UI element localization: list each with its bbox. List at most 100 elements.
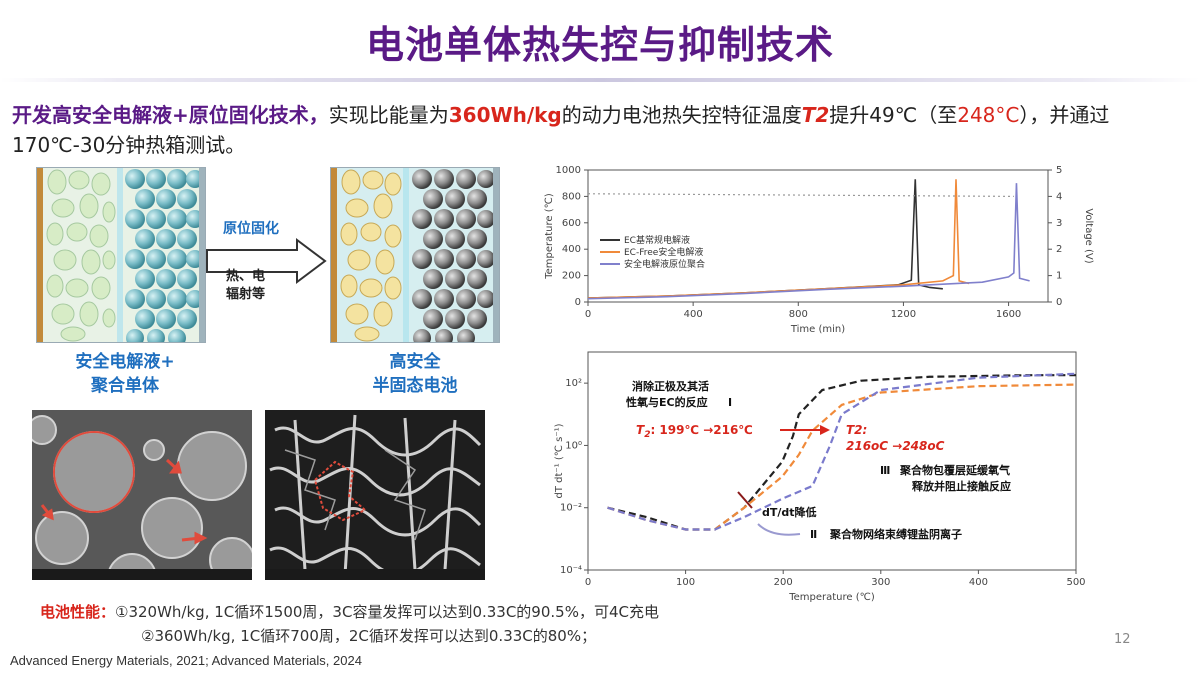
schematic-semi-solid-battery (330, 167, 500, 343)
y-tick-label-bottom: 10⁰ (565, 440, 582, 451)
y-tick-label-bottom: 10⁻² (560, 503, 582, 514)
y2-axis-label-top: Voltage (V) (1083, 208, 1094, 263)
series-line-top-3 (587, 193, 1014, 197)
y2-tick-label-top: 3 (1056, 218, 1062, 229)
separator-right (403, 168, 409, 342)
annotation-2-arrow (757, 523, 801, 536)
y2-tick-label-top: 4 (1056, 191, 1062, 202)
current-collector-right (199, 168, 205, 342)
y-tick-label-bottom: 10² (565, 378, 582, 389)
intro-energy: 360Wh/kg (448, 103, 562, 127)
slide-title: 电池单体热失控与抑制技术 (365, 23, 834, 67)
y-tick-label-top: 0 (575, 297, 581, 308)
arrow-conditions-2: 辐射等 (226, 287, 266, 302)
arrow-label-in-situ: 原位固化 (223, 221, 279, 237)
schematic-electrolyte-monomer (36, 167, 206, 343)
legend-label-top-0: EC基常规电解液 (624, 234, 690, 246)
plot-frame-bottom (587, 351, 1077, 571)
intro-t2-symbol: T2 (801, 103, 830, 127)
y-tick-label-top: 200 (562, 271, 581, 282)
sem-info-bar-left (32, 569, 252, 580)
intro-temp: 248°C (957, 103, 1020, 127)
x-tick-label-top: 1600 (996, 309, 1021, 320)
sem-micrograph-left (32, 410, 252, 580)
dtdt-temperature-chart: 0 100 200 300 400 500 10⁻⁴ 10⁻² 10⁰ 10² Temperatur… (554, 351, 1086, 603)
annotation-2-text: 聚合物网络束缚锂盐阴离子 (829, 527, 962, 541)
y-axis-label-top: Temperature (℃) (544, 193, 555, 280)
annotation-t2-left-text: : 199℃ →216℃ (650, 423, 752, 437)
intro-text-4: ），并通过170℃-30分钟热箱测试。 (12, 103, 1110, 157)
x-tick-label-top: 1200 (891, 309, 916, 320)
y-axis-label-bottom: dT dt⁻¹ (℃ s⁻¹) (554, 423, 565, 498)
references: Advanced Energy Materials, 2021; Advance… (10, 653, 362, 668)
series-line-top-2 (587, 183, 1030, 300)
intro-text-2: 的动力电池热失控特征温度 (561, 103, 802, 127)
annotation-t2-left: T2: 199℃ →216℃ (636, 423, 753, 440)
current-collector-right-2 (493, 168, 499, 342)
sem-right-image (265, 410, 485, 580)
sem-micrograph-right (265, 410, 485, 580)
annotation-t2-arrowhead (820, 425, 830, 435)
annotation-dtdt-arrow (737, 491, 753, 509)
cathode-particles-light (46, 169, 116, 342)
intro-text-3: 提升49℃（至 (829, 103, 958, 127)
annotation-2-mark: Ⅱ (810, 528, 817, 541)
y2-tick-label-top: 5 (1056, 165, 1062, 176)
intro-lead: 开发高安全电解液+原位固化技术， (12, 103, 329, 127)
anode-spheres-teal (125, 169, 203, 342)
intro-text-1: 实现比能量为 (328, 103, 449, 127)
schematic-left-caption-1: 安全电解液+ (75, 352, 175, 372)
schematic-right-caption-1: 高安全 (389, 352, 441, 372)
y-tick-label-top: 600 (562, 218, 581, 229)
performance-line-2: ②360Wh/kg, 1C循环700周，2C循环发挥可以达到0.33C的80%； (141, 627, 597, 645)
series-line-bottom-2 (607, 372, 1077, 531)
x-tick-label-bottom: 200 (774, 577, 793, 588)
annotation-1-line1: 消除正极及其活 (632, 379, 709, 393)
y2-tick-label-top: 1 (1056, 271, 1062, 282)
annotation-1-line2: 性氧与EC的反应 (626, 395, 708, 409)
x-tick-label-bottom: 500 (1066, 577, 1085, 588)
annotation-3-line2: 释放并阻止接触反应 (912, 479, 1011, 493)
annotation-3-mark: Ⅲ (880, 464, 890, 477)
title-divider (0, 78, 1200, 82)
separator-left (117, 168, 123, 342)
arrow-conditions: 热、电 辐射等 (226, 268, 265, 304)
intro-paragraph: 开发高安全电解液+原位固化技术，实现比能量为360Wh/kg的动力电池热失控特征… (12, 100, 1192, 160)
annotation-t2-right-2: 216oC →248oC (846, 439, 945, 453)
arrow-conditions-1: 热、电 (226, 269, 266, 284)
sem-info-bar-right (265, 569, 485, 580)
process-arrow-icon (206, 238, 327, 284)
performance-line-1: ①320Wh/kg, 1C循环1500周，3C容量发挥可以达到0.33C的90.… (115, 603, 659, 621)
page-number: 12 (1114, 632, 1131, 647)
sem-left-image (32, 410, 252, 580)
y-tick-label-top: 1000 (556, 165, 581, 176)
current-collector-left-2 (331, 168, 337, 342)
temperature-voltage-time-chart: 0 400 800 1200 1600 0 200 400 600 800 1000 0 1 2 3 4 5 Ti… (544, 165, 1094, 335)
legend-label-top-1: EC-Free安全电解液 (624, 246, 703, 258)
schematic-left-caption-2: 聚合单体 (91, 376, 159, 396)
x-axis-label-top: Time (min) (790, 324, 845, 335)
y-tick-label-top: 800 (562, 191, 581, 202)
annotation-dtdt: dT/dt降低 (762, 505, 817, 519)
y-tick-label-top: 400 (562, 244, 581, 255)
schematic-right-caption: 高安全 半固态电池 (330, 350, 500, 398)
battery-performance: 电池性能：①320Wh/kg, 1C循环1500周，3C容量发挥可以达到0.33… (40, 600, 659, 648)
annotation-1-mark: Ⅰ (728, 396, 732, 409)
anode-spheres-gray (412, 169, 495, 342)
current-collector-left (37, 168, 43, 342)
performance-label: 电池性能： (40, 603, 116, 621)
annotation-t2-right-1: T2: (846, 423, 867, 437)
schematic-left-caption: 安全电解液+ 聚合单体 (40, 350, 210, 398)
series-line-bottom-1 (607, 383, 1077, 531)
y2-tick-label-top: 0 (1056, 297, 1062, 308)
x-tick-label-bottom: 0 (585, 577, 591, 588)
legend-label-top-2: 安全电解液原位聚合 (624, 258, 705, 270)
annotation-t2-left-symbol: T (636, 423, 645, 437)
plot-frame-top (587, 169, 1049, 303)
x-tick-label-top: 400 (684, 309, 703, 320)
y-tick-label-bottom: 10⁻⁴ (560, 565, 582, 576)
annotation-t2-left-sub: 2 (644, 430, 650, 440)
cathode-particles-yellow (340, 169, 402, 342)
x-tick-label-top: 0 (585, 309, 591, 320)
x-axis-label-bottom: Temperature (℃) (788, 592, 875, 603)
